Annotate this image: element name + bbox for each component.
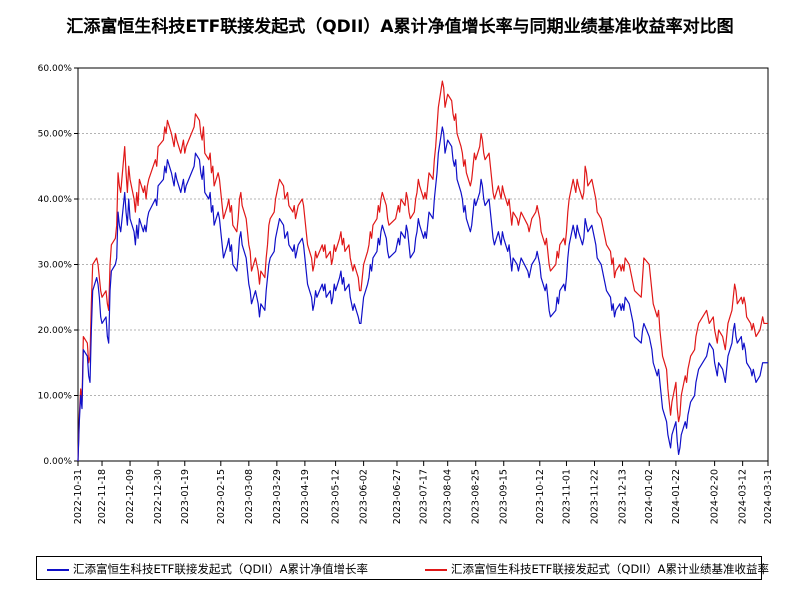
legend-swatch-benchmark xyxy=(425,568,447,571)
x-tick-label: 2023-01-19 xyxy=(180,469,191,524)
y-tick-label: 50.00% xyxy=(38,130,73,140)
x-tick-label: 2022-12-09 xyxy=(125,469,136,524)
legend-swatch-fund xyxy=(47,568,69,571)
legend-label-fund: 汇添富恒生科技ETF联接发起式（QDII）A累计净值增长率 xyxy=(73,562,368,576)
x-tick-label: 2023-10-12 xyxy=(535,469,546,524)
legend-item-fund: 汇添富恒生科技ETF联接发起式（QDII）A累计净值增长率 xyxy=(47,561,368,577)
legend: 汇添富恒生科技ETF联接发起式（QDII）A累计净值增长率 汇添富恒生科技ETF… xyxy=(36,556,769,580)
x-tick-label: 2023-12-13 xyxy=(618,469,629,524)
gridlines xyxy=(78,133,768,396)
x-tick-label: 2023-06-02 xyxy=(359,469,370,524)
x-tick-label: 2023-07-17 xyxy=(419,469,430,524)
x-tick-label: 2023-08-25 xyxy=(471,469,482,524)
x-tick-label: 2024-01-22 xyxy=(671,469,682,524)
x-tick-label: 2022-11-18 xyxy=(97,469,108,524)
x-axis-ticks: 2022-10-31 2022-11-18 2022-12-09 2022-12-30… xyxy=(73,461,774,524)
y-tick-label: 40.00% xyxy=(38,195,73,205)
x-tick-label: 2022-12-30 xyxy=(153,469,164,524)
x-tick-label: 2024-02-20 xyxy=(710,469,721,524)
y-tick-label: 10.00% xyxy=(38,392,73,402)
legend-label-benchmark: 汇添富恒生科技ETF联接发起式（QDII）A累计业绩基准收益率 xyxy=(451,562,769,576)
x-tick-label: 2023-06-27 xyxy=(392,469,403,524)
x-tick-label: 2023-11-22 xyxy=(589,469,600,524)
x-tick-label: 2022-10-31 xyxy=(73,469,84,524)
x-tick-label: 2023-11-01 xyxy=(561,469,572,524)
series-line-fund xyxy=(77,126,768,462)
chart-title: 汇添富恒生科技ETF联接发起式（QDII）A累计净值增长率与同期业绩基准收益率对… xyxy=(66,17,734,37)
y-tick-label: 20.00% xyxy=(38,326,73,336)
x-tick-label: 2023-04-19 xyxy=(300,469,311,524)
x-tick-label: 2023-03-29 xyxy=(272,469,283,524)
x-tick-label: 2023-03-08 xyxy=(244,469,255,524)
x-tick-label: 2023-02-15 xyxy=(216,469,227,524)
x-tick-label: 2023-09-15 xyxy=(499,469,510,524)
legend-item-benchmark: 汇添富恒生科技ETF联接发起式（QDII）A累计业绩基准收益率 xyxy=(425,561,769,577)
x-tick-label: 2024-01-02 xyxy=(644,469,655,524)
series-line-benchmark xyxy=(77,80,768,462)
y-tick-label: 30.00% xyxy=(38,261,73,271)
x-tick-label: 2023-08-04 xyxy=(443,469,454,524)
y-tick-label: 0.00% xyxy=(43,457,72,467)
series-lines xyxy=(77,80,768,462)
y-axis-ticks: 0.00% 10.00% 20.00% 30.00% 40.00% 50.00% 60.00… xyxy=(38,64,78,467)
x-tick-label: 2024-03-31 xyxy=(763,469,774,524)
x-tick-label: 2023-05-12 xyxy=(331,469,342,524)
y-tick-label: 60.00% xyxy=(38,64,73,74)
x-tick-label: 2024-03-12 xyxy=(738,469,749,524)
